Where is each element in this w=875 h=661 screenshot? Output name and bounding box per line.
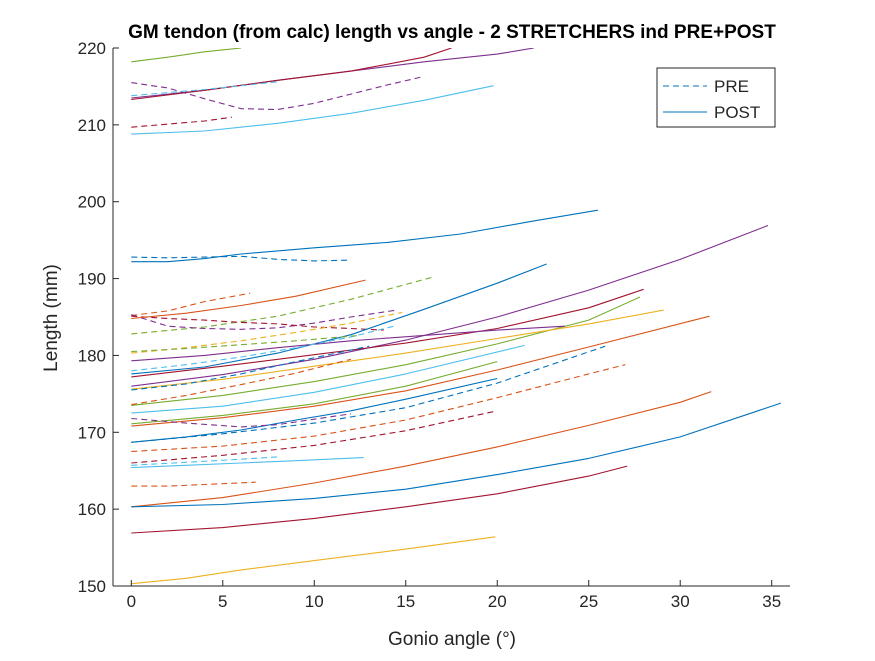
series-line-19 bbox=[131, 309, 664, 390]
series-line-28 bbox=[131, 361, 498, 425]
series-line-33 bbox=[131, 413, 351, 428]
series-line-39 bbox=[131, 465, 628, 534]
x-tick-label: 15 bbox=[396, 592, 415, 611]
x-tick-label: 0 bbox=[127, 592, 136, 611]
series-line-25 bbox=[131, 334, 361, 353]
series-line-21 bbox=[131, 325, 565, 362]
y-tick-label: 180 bbox=[78, 346, 106, 365]
series-line-27 bbox=[131, 315, 710, 427]
y-tick-label: 170 bbox=[78, 423, 106, 442]
series-line-18 bbox=[131, 296, 641, 406]
y-tick-label: 190 bbox=[78, 270, 106, 289]
series-line-37 bbox=[131, 391, 712, 508]
legend-label-post: POST bbox=[714, 103, 760, 122]
series-line-26 bbox=[131, 358, 352, 406]
series-line-11 bbox=[131, 276, 434, 335]
series-line-31 bbox=[131, 364, 626, 453]
y-tick-label: 220 bbox=[78, 39, 106, 58]
plot-area bbox=[131, 48, 782, 585]
series-line-3 bbox=[131, 48, 452, 101]
series-line-20 bbox=[131, 344, 525, 414]
series-line-30 bbox=[131, 345, 606, 443]
y-tick-label: 160 bbox=[78, 500, 106, 519]
series-line-14 bbox=[131, 279, 366, 320]
chart-title: GM tendon (from calc) length vs angle - … bbox=[128, 22, 776, 43]
series-line-16 bbox=[131, 224, 769, 387]
series-line-32 bbox=[131, 410, 498, 464]
series-line-8 bbox=[131, 209, 598, 263]
x-tick-label: 20 bbox=[488, 592, 507, 611]
y-axis-label: Length (mm) bbox=[41, 264, 62, 372]
series-line-36 bbox=[131, 481, 256, 487]
y-tick-label: 210 bbox=[78, 116, 106, 135]
y-tick-label: 200 bbox=[78, 193, 106, 212]
series-line-1 bbox=[131, 48, 242, 63]
series-line-12 bbox=[131, 309, 397, 330]
series-line-7 bbox=[131, 116, 232, 128]
x-tick-label: 10 bbox=[305, 592, 324, 611]
series-line-9 bbox=[131, 255, 351, 262]
series-line-6 bbox=[131, 81, 278, 97]
series-line-15 bbox=[131, 263, 547, 375]
x-tick-label: 5 bbox=[218, 592, 227, 611]
legend-label-pre: PRE bbox=[714, 77, 749, 96]
axes: 0 5 10 15 20 25 30 35 150 160 170 180 190 200 210 220 bbox=[78, 39, 790, 611]
series-line-24 bbox=[131, 345, 370, 391]
series-line-13 bbox=[131, 315, 384, 331]
legend-box bbox=[656, 67, 776, 128]
series-line-10 bbox=[131, 292, 251, 317]
x-tick-label: 30 bbox=[671, 592, 690, 611]
series-group bbox=[131, 48, 782, 585]
series-line-23 bbox=[131, 324, 397, 372]
legend: PRE POST bbox=[656, 67, 776, 128]
series-line-17 bbox=[131, 288, 644, 378]
x-tick-label: 35 bbox=[762, 592, 781, 611]
series-line-40 bbox=[131, 536, 496, 585]
series-line-4 bbox=[131, 85, 494, 135]
x-tick-label: 25 bbox=[579, 592, 598, 611]
x-axis-label: Gonio angle (°) bbox=[388, 629, 516, 650]
series-line-38 bbox=[131, 402, 782, 508]
series-line-35 bbox=[131, 457, 364, 469]
series-line-34 bbox=[131, 456, 278, 466]
y-tick-label: 150 bbox=[78, 577, 106, 596]
